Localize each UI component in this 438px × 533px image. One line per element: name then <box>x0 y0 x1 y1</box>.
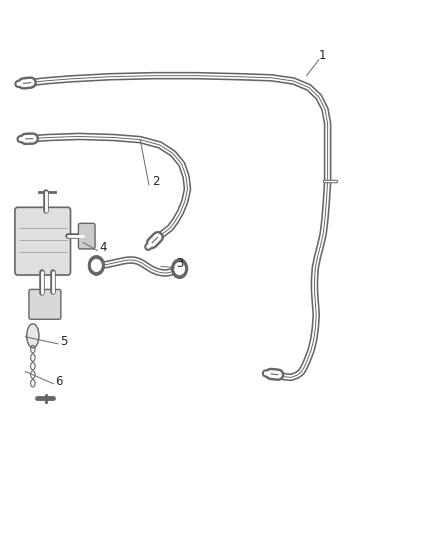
FancyBboxPatch shape <box>15 207 71 275</box>
Text: 2: 2 <box>152 175 159 188</box>
Circle shape <box>175 263 184 274</box>
Circle shape <box>92 260 101 271</box>
FancyBboxPatch shape <box>29 289 61 319</box>
Ellipse shape <box>27 324 39 348</box>
Text: 4: 4 <box>99 241 107 254</box>
Text: 5: 5 <box>60 335 67 348</box>
FancyBboxPatch shape <box>78 223 95 249</box>
Circle shape <box>88 256 104 275</box>
Circle shape <box>172 259 187 278</box>
Text: 1: 1 <box>318 50 326 62</box>
Text: 3: 3 <box>176 257 183 270</box>
Text: 6: 6 <box>55 375 63 387</box>
